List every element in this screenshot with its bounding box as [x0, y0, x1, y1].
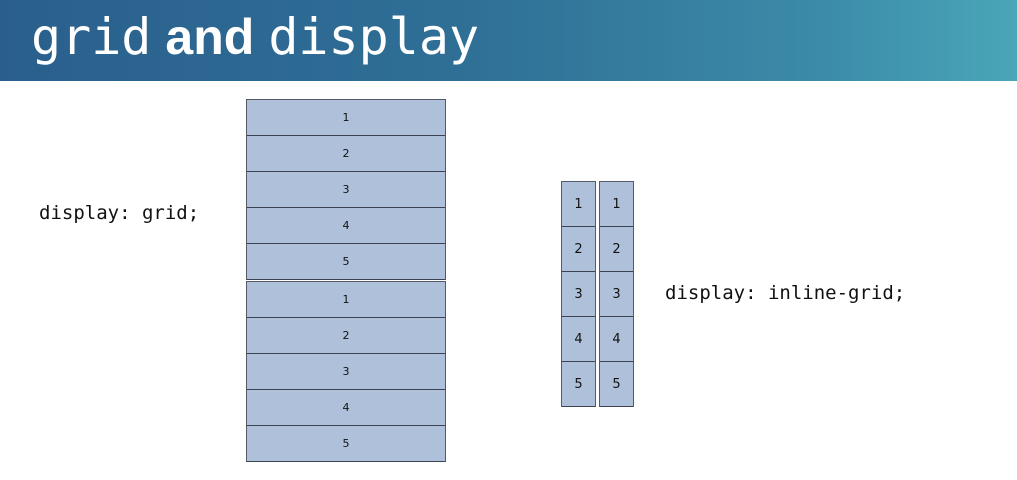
grid-item: 4 — [247, 208, 445, 244]
grid-container-1: 1 2 3 4 5 — [246, 99, 446, 280]
title-word-display: display — [268, 8, 480, 66]
title-word-grid: grid — [31, 8, 152, 66]
grid-item: 4 — [247, 390, 445, 426]
grid-item: 3 — [247, 354, 445, 390]
inline-grid-item: 5 — [562, 362, 595, 407]
grid-item: 1 — [247, 282, 445, 318]
grid-item: 5 — [247, 244, 445, 280]
inline-grid-container-2: 1 2 3 4 5 — [599, 181, 634, 407]
grid-item: 5 — [247, 426, 445, 462]
display-grid-label: display: grid; — [39, 202, 200, 224]
inline-grid-item: 4 — [562, 317, 595, 362]
display-inline-grid-label: display: inline-grid; — [665, 282, 906, 304]
inline-grid-item: 2 — [600, 227, 633, 272]
grid-item: 2 — [247, 318, 445, 354]
grid-item: 3 — [247, 172, 445, 208]
slide-title: grid and display — [31, 2, 479, 72]
inline-grid-container-1: 1 2 3 4 5 — [561, 181, 596, 407]
inline-grid-item: 3 — [600, 272, 633, 317]
inline-grid-item: 5 — [600, 362, 633, 407]
grid-item: 1 — [247, 100, 445, 136]
inline-grid-item: 3 — [562, 272, 595, 317]
inline-grid-item: 2 — [562, 227, 595, 272]
grid-container-2: 1 2 3 4 5 — [246, 281, 446, 462]
title-word-and: and — [165, 9, 255, 65]
inline-grid-item: 4 — [600, 317, 633, 362]
slide-header: grid and display — [0, 0, 1017, 81]
inline-grid-item: 1 — [600, 182, 633, 227]
inline-grid-item: 1 — [562, 182, 595, 227]
grid-item: 2 — [247, 136, 445, 172]
